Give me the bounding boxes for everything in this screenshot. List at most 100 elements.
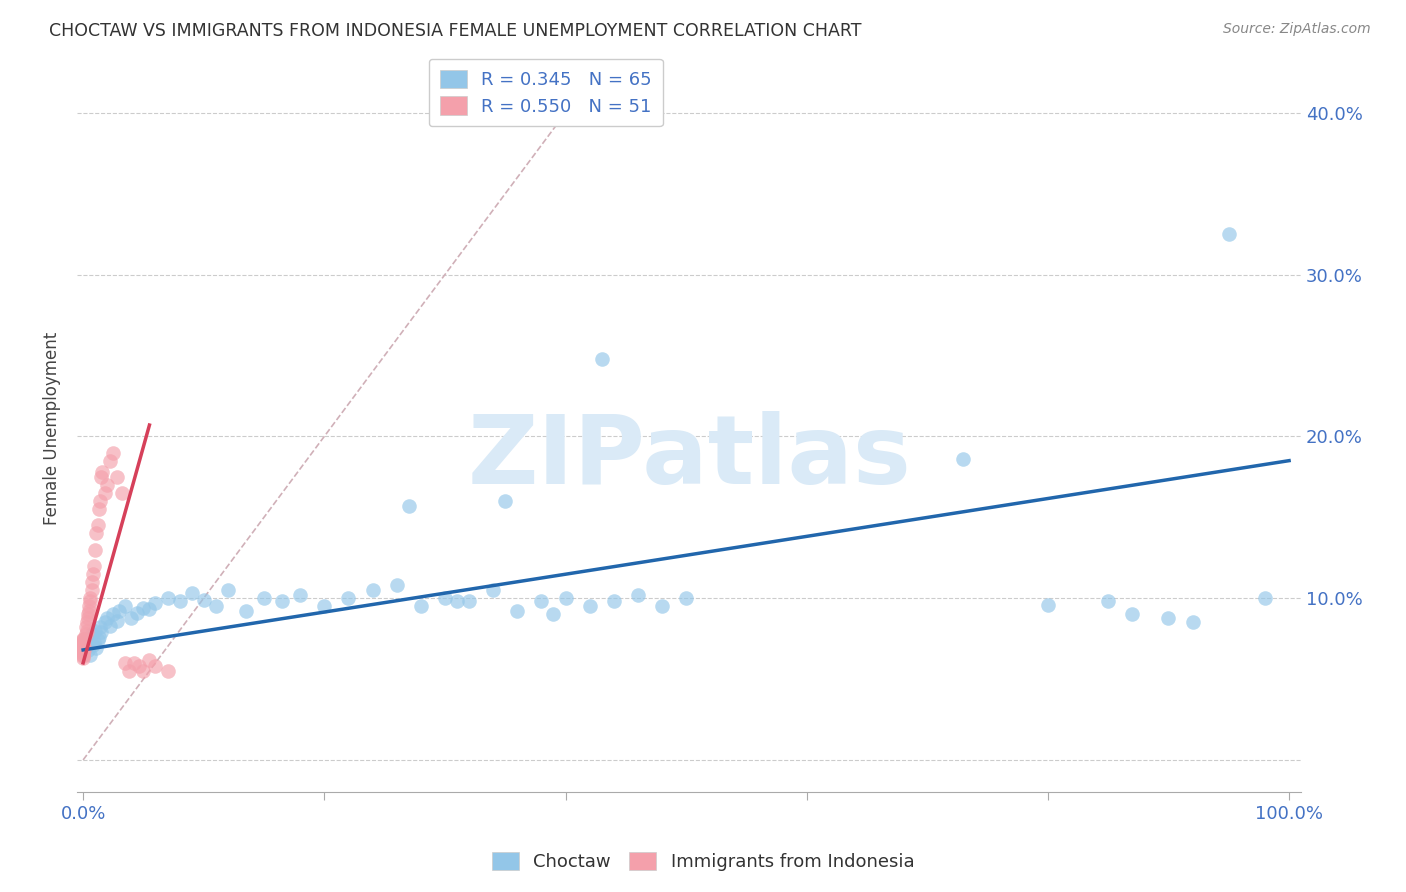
Point — [72, 633, 94, 648]
Point — [75, 626, 97, 640]
Point — [77, 599, 100, 614]
Point — [75, 620, 97, 634]
Point — [120, 610, 142, 624]
Point — [80, 626, 103, 640]
Point — [138, 602, 160, 616]
Point — [77, 636, 100, 650]
Point — [145, 659, 167, 673]
Point — [458, 594, 481, 608]
Point — [530, 594, 553, 608]
Point — [1036, 598, 1059, 612]
Point — [72, 649, 94, 664]
Point — [72, 644, 94, 658]
Text: ZIPatlas: ZIPatlas — [467, 411, 911, 504]
Legend: R = 0.345   N = 65, R = 0.550   N = 51: R = 0.345 N = 65, R = 0.550 N = 51 — [429, 59, 662, 127]
Point — [84, 542, 107, 557]
Point — [1121, 607, 1143, 622]
Point — [578, 599, 600, 614]
Point — [108, 604, 131, 618]
Point — [603, 594, 626, 608]
Text: CHOCTAW VS IMMIGRANTS FROM INDONESIA FEMALE UNEMPLOYMENT CORRELATION CHART: CHOCTAW VS IMMIGRANTS FROM INDONESIA FEM… — [49, 22, 862, 40]
Point — [180, 586, 202, 600]
Point — [76, 615, 98, 630]
Point — [105, 614, 128, 628]
Point — [385, 578, 408, 592]
Point — [127, 606, 149, 620]
Point — [627, 588, 650, 602]
Point — [193, 592, 215, 607]
Point — [72, 635, 94, 649]
Point — [73, 632, 96, 646]
Point — [554, 591, 576, 606]
Point — [96, 610, 118, 624]
Point — [952, 452, 974, 467]
Point — [72, 632, 94, 646]
Point — [84, 624, 107, 638]
Point — [77, 610, 100, 624]
Point — [651, 599, 673, 614]
Point — [543, 607, 565, 622]
Point — [72, 646, 94, 660]
Point — [482, 583, 505, 598]
Point — [72, 636, 94, 650]
Point — [76, 624, 98, 638]
Point — [103, 445, 125, 459]
Point — [675, 591, 697, 606]
Point — [156, 664, 179, 678]
Point — [111, 486, 134, 500]
Point — [87, 502, 110, 516]
Point — [1097, 594, 1119, 608]
Point — [409, 599, 432, 614]
Point — [72, 640, 94, 654]
Point — [77, 643, 100, 657]
Point — [72, 641, 94, 656]
Point — [398, 499, 420, 513]
Point — [76, 632, 98, 646]
Point — [217, 583, 239, 598]
Point — [90, 470, 112, 484]
Point — [86, 641, 108, 656]
Point — [72, 643, 94, 657]
Point — [446, 594, 468, 608]
Point — [86, 633, 108, 648]
Point — [86, 518, 108, 533]
Point — [83, 635, 105, 649]
Point — [314, 599, 336, 614]
Point — [145, 596, 167, 610]
Point — [122, 656, 145, 670]
Point — [132, 664, 155, 678]
Point — [128, 659, 150, 673]
Point — [433, 591, 456, 606]
Point — [94, 615, 117, 630]
Point — [169, 594, 191, 608]
Point — [72, 638, 94, 652]
Text: Source: ZipAtlas.com: Source: ZipAtlas.com — [1223, 22, 1371, 37]
Point — [87, 630, 110, 644]
Point — [103, 607, 125, 622]
Point — [98, 618, 121, 632]
Point — [82, 638, 104, 652]
Point — [77, 607, 100, 622]
Point — [118, 664, 141, 678]
Point — [1157, 610, 1180, 624]
Point — [72, 651, 94, 665]
Point — [361, 583, 384, 598]
Point — [94, 486, 117, 500]
Point — [73, 643, 96, 657]
Y-axis label: Female Unemployment: Female Unemployment — [44, 332, 60, 524]
Point — [73, 640, 96, 654]
Point — [271, 594, 294, 608]
Point — [96, 478, 118, 492]
Point — [80, 574, 103, 589]
Point — [1218, 227, 1240, 242]
Point — [86, 526, 108, 541]
Point — [89, 494, 111, 508]
Point — [114, 599, 136, 614]
Point — [138, 652, 160, 666]
Point — [132, 600, 155, 615]
Point — [79, 594, 101, 608]
Point — [235, 604, 257, 618]
Point — [75, 640, 97, 654]
Point — [105, 470, 128, 484]
Point — [156, 591, 179, 606]
